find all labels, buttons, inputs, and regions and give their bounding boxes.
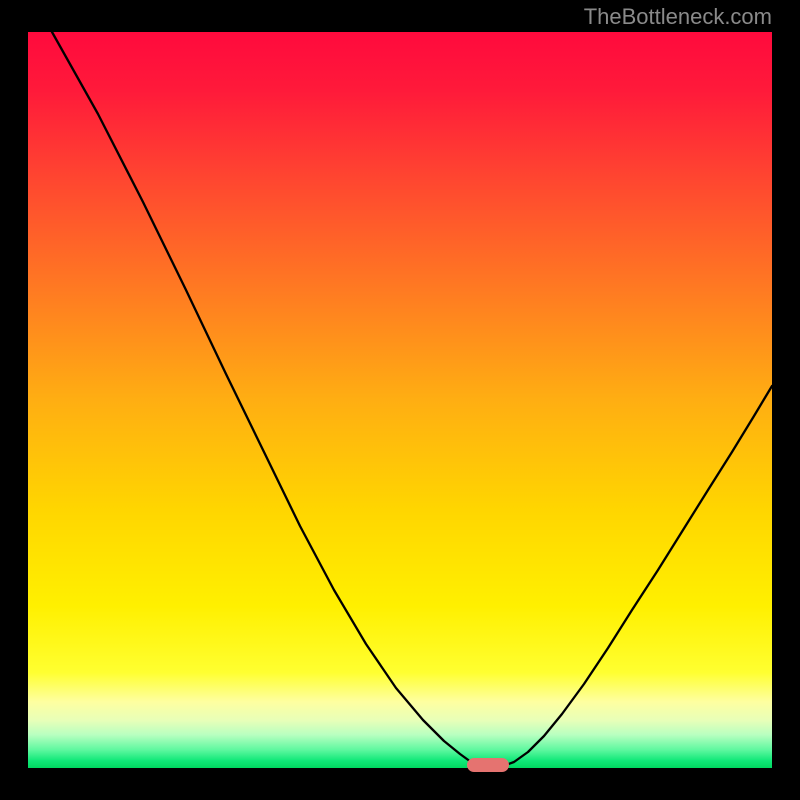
watermark-text: TheBottleneck.com	[584, 4, 772, 30]
chart-frame: TheBottleneck.com	[0, 0, 800, 800]
optimal-marker	[467, 758, 509, 772]
plot-area	[28, 32, 772, 768]
